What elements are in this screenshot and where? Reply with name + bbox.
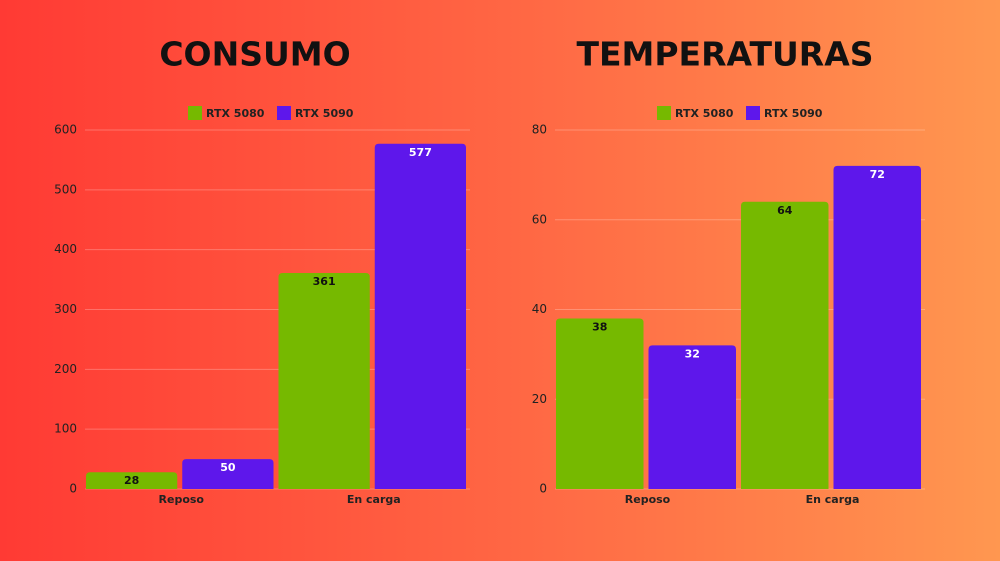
value-label: 361 — [313, 275, 336, 288]
legend-swatch — [188, 106, 202, 120]
legend-label: RTX 5090 — [764, 107, 823, 120]
bar — [374, 143, 466, 490]
y-tick-label: 0 — [539, 482, 547, 496]
legend-swatch — [746, 106, 760, 120]
chart-title: CONSUMO — [159, 35, 350, 74]
bar — [86, 472, 178, 489]
y-tick-label: 600 — [54, 123, 77, 137]
legend-label: RTX 5090 — [295, 107, 354, 120]
legend-swatch — [277, 106, 291, 120]
x-tick-label: Reposo — [159, 493, 205, 506]
legend-label: RTX 5080 — [206, 107, 265, 120]
legend-label: RTX 5080 — [675, 107, 734, 120]
y-tick-label: 200 — [54, 362, 77, 376]
y-tick-label: 300 — [54, 302, 77, 316]
legend-swatch — [657, 106, 671, 120]
bar — [182, 459, 274, 489]
value-label: 50 — [220, 461, 236, 474]
y-tick-label: 60 — [532, 212, 547, 226]
y-tick-label: 400 — [54, 242, 77, 256]
y-tick-label: 40 — [532, 302, 547, 316]
value-label: 38 — [592, 320, 607, 333]
bar — [741, 201, 829, 490]
y-tick-label: 0 — [69, 482, 77, 496]
x-tick-label: Reposo — [625, 493, 671, 506]
value-label: 577 — [409, 146, 432, 159]
value-label: 72 — [870, 168, 885, 181]
y-tick-label: 500 — [54, 182, 77, 196]
bar — [278, 273, 370, 489]
bar — [833, 165, 921, 489]
value-label: 32 — [685, 347, 700, 360]
y-tick-label: 100 — [54, 422, 77, 436]
y-tick-label: 20 — [532, 392, 547, 406]
value-label: 28 — [124, 474, 139, 487]
bar — [556, 318, 644, 489]
chart-title: TEMPERATURAS — [576, 35, 873, 74]
x-tick-label: En carga — [347, 493, 401, 506]
y-tick-label: 80 — [532, 123, 547, 137]
x-tick-label: En carga — [806, 493, 860, 506]
bar — [648, 345, 736, 489]
value-label: 64 — [777, 204, 793, 217]
